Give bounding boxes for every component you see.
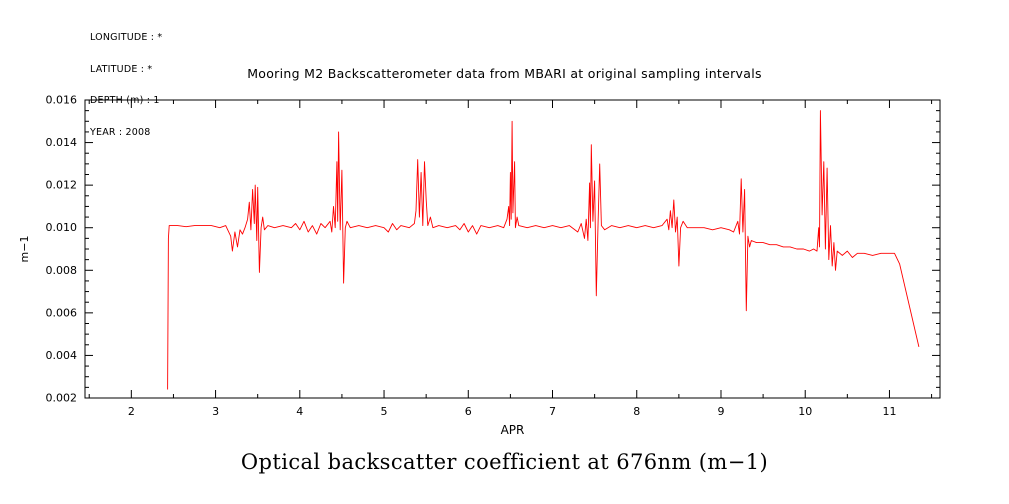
tick-label: 0.014 [46,136,78,149]
tick-label: 0.004 [46,349,78,362]
chart-area: 2 3 4 5 6 7 8 9 10 11 0.002 0.004 0.006 0.008 0.010 0.0… [0,88,1009,448]
tick-label: 0.002 [46,392,78,405]
tick-label: 7 [549,405,556,418]
tick-label: 0.016 [46,94,78,107]
meta-latitude: LATITUDE : * [90,63,153,75]
chart-caption: Optical backscatter coefficient at 676nm… [240,450,769,474]
tick-label: 11 [882,405,896,418]
tick-label: 8 [633,405,640,418]
tick-label: 0.012 [46,179,78,192]
tick-label: 4 [296,405,303,418]
tick-label: 0.006 [46,306,78,319]
chart-title: Mooring M2 Backscatterometer data from M… [247,66,762,81]
meta-longitude: LONGITUDE : * [90,32,163,43]
tick-label: 0.008 [46,264,78,277]
data-line [167,110,920,390]
meta-year: YEAR : 2008 [90,126,151,138]
tick-label: 2 [128,405,135,418]
tick-label: 3 [212,405,219,418]
x-axis-label: APR [501,423,525,437]
tick-label: 6 [465,405,472,418]
tick-label: 0.010 [46,221,78,234]
chart-svg: 2 3 4 5 6 7 8 9 10 11 0.002 0.004 0.006 0.008 0.010 0.0… [18,94,941,437]
tick-label: 5 [381,405,388,418]
tick-label: 10 [798,405,812,418]
tick-label: 9 [717,405,724,418]
y-axis-label: m−1 [18,236,31,263]
